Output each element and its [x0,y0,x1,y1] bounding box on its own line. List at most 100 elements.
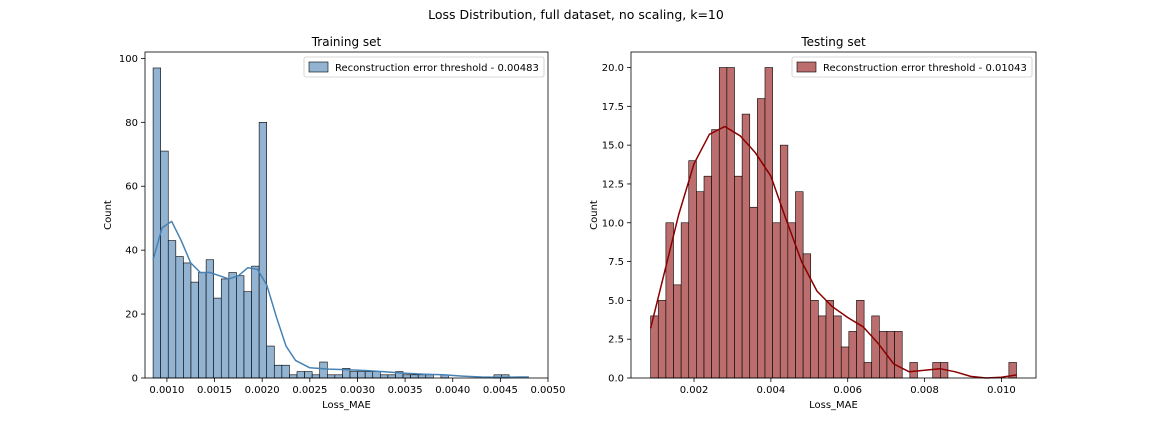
testing-bar [795,191,804,379]
training-xtick-label: 0.0020 [245,385,280,396]
training-bar [417,374,427,379]
testing-ytick-label: 10.0 [602,218,624,229]
training-xlabel: Loss_MAE [322,400,371,411]
training-bar [402,374,411,379]
training-bar [364,371,374,379]
training-ytick-label: 100 [119,54,138,65]
training-bar [160,150,169,379]
training-ytick-label: 80 [125,118,138,129]
training-bar [327,374,336,379]
training-bar [167,240,177,379]
training-bar [190,281,199,379]
training-kde-line [152,220,529,379]
testing-ytick-label: 2.5 [608,335,624,346]
testing-ytick-label: 5.0 [608,296,624,307]
testing-xtick-label: 0.002 [680,385,709,396]
testing-bar [932,362,941,379]
testing-ytick-label: 20.0 [602,63,624,74]
training-bars [152,67,510,379]
testing-bar [810,300,819,379]
training-ytick-label: 20 [125,310,138,321]
training-xtick-label: 0.0010 [149,385,184,396]
training-bar [251,265,260,379]
testing-bar [680,222,690,379]
testing-bar [741,113,751,379]
training-bar [213,297,222,379]
training-bar [334,374,343,379]
testing-bar [711,129,720,379]
testing-bar [879,331,888,379]
training-bar [289,374,298,379]
testing-ytick-label: 17.5 [602,102,624,113]
testing-bar [657,300,667,379]
testing-bar [894,331,903,379]
training-xtick-label: 0.0015 [197,385,232,396]
testing-bar [726,67,735,379]
testing-bar [818,315,827,379]
testing-bar [909,362,918,379]
testing-bar [840,346,850,379]
testing-bar [665,222,674,379]
training-bar [183,262,192,379]
training-axes-frame [144,51,549,379]
testing-bar [772,222,781,379]
testing-kde-line [649,125,1017,379]
training-bar [228,272,237,379]
testing-bar [863,362,873,379]
testing-bar [757,98,766,379]
training-ytick-label: 0 [132,374,138,385]
training-bar [258,122,268,379]
testing-bar [779,144,789,379]
training-bar [236,275,245,379]
training-bar [380,374,389,379]
testing-ytick-label: 0.0 [608,374,624,385]
testing-bar [764,67,773,379]
training-bar [372,371,381,379]
training-bar [410,374,419,379]
training-bar [281,364,290,379]
training-bar [198,272,207,379]
testing-bar [688,160,697,379]
testing-ytick-label: 15.0 [602,141,624,152]
training-bar [220,278,230,379]
testing-xtick-label: 0.010 [987,385,1016,396]
testing-bars [650,67,1017,379]
testing-ylabel: Count [589,200,600,230]
training-xtick-label: 0.0025 [292,385,327,396]
training-xtick-label: 0.0045 [483,385,518,396]
testing-bar [825,300,834,379]
training-bar [304,371,313,379]
testing-xtick-label: 0.006 [833,385,862,396]
testing-bar [886,331,895,379]
testing-legend-swatch [796,61,817,73]
training-bar [349,371,358,379]
training-ytick-label: 60 [125,182,138,193]
testing-bar [787,222,796,379]
figure-suptitle: Loss Distribution, full dataset, no scal… [428,7,724,22]
training-legend: Reconstruction error threshold - 0.00483 [303,56,545,78]
training-bar [319,361,328,379]
training-bar [387,374,396,379]
training-bar [357,371,366,379]
testing-legend: Reconstruction error threshold - 0.01043 [791,56,1033,78]
training-legend-label: Reconstruction error threshold - 0.00483 [335,63,539,74]
testing-bar [856,300,865,379]
testing-ytick-label: 7.5 [608,257,624,268]
training-bar [296,371,305,379]
training-bar [266,345,275,379]
testing-title: Testing set [800,35,866,49]
training-bar [425,374,434,379]
training-bar [175,256,184,379]
testing-ytick-label: 12.5 [602,179,624,190]
testing-xtick-label: 0.004 [757,385,786,396]
testing-bar [871,315,880,379]
testing-axes-frame [630,51,1037,379]
training-bar [152,67,161,379]
testing-bar [833,315,842,379]
testing-bar [749,206,758,379]
training-ylabel: Count [103,200,114,230]
testing-legend-label: Reconstruction error threshold - 0.01043 [823,63,1027,74]
training-xtick-label: 0.0040 [435,385,470,396]
